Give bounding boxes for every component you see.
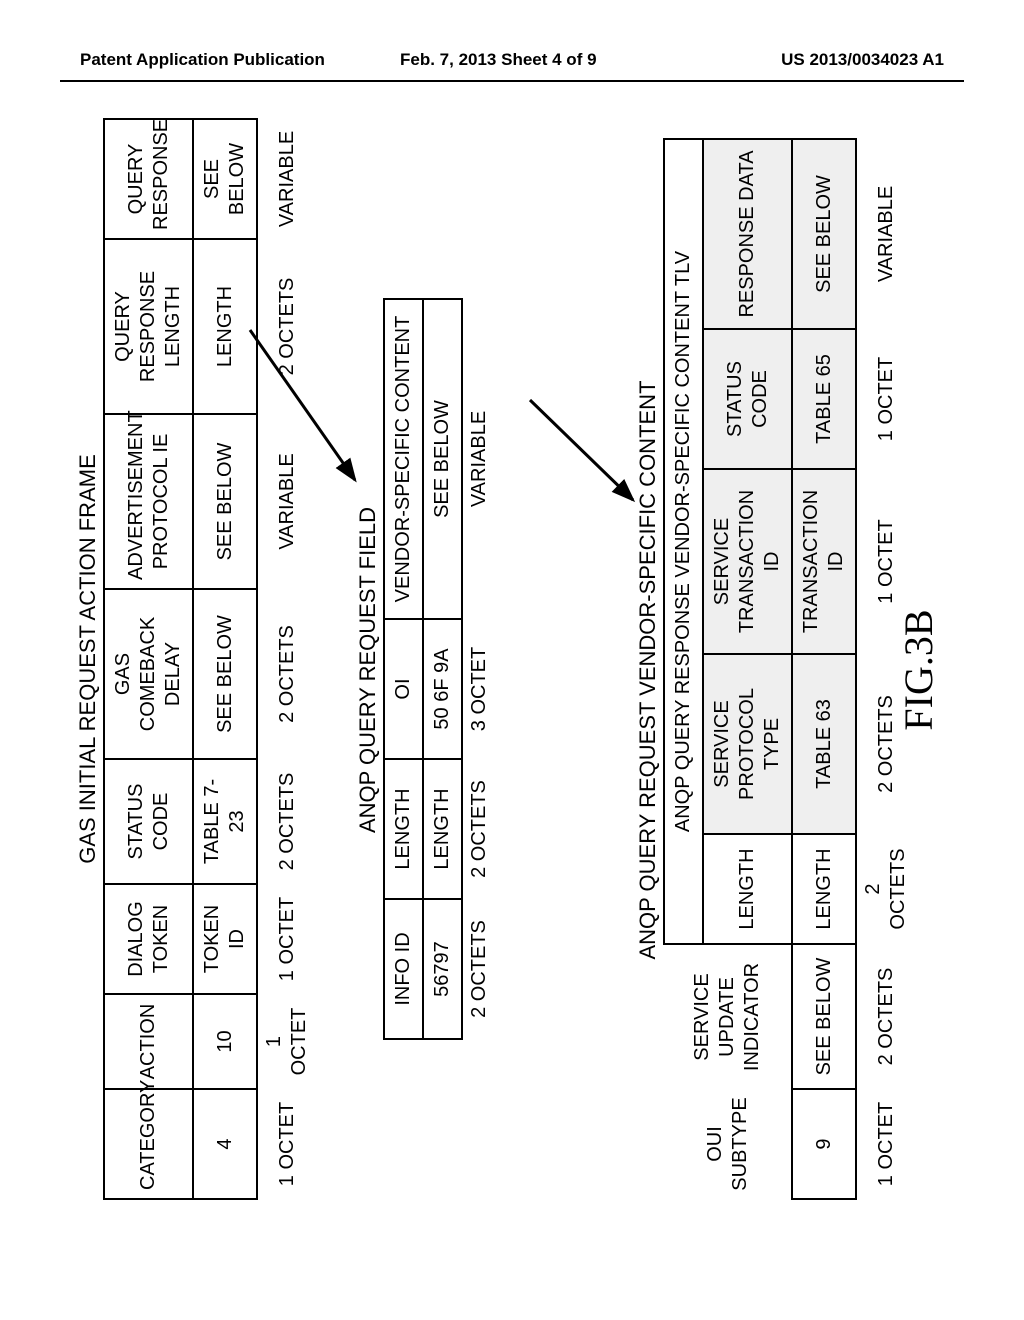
header-rule bbox=[60, 80, 964, 82]
page-header-center: Feb. 7, 2013 Sheet 4 of 9 bbox=[400, 50, 597, 70]
page-header-left: Patent Application Publication bbox=[80, 50, 325, 70]
figure-label: FIG.3B bbox=[895, 140, 942, 1200]
rotated-figure-container: GAS INITIAL REQUEST ACTION FRAME CATEGOR… bbox=[75, 140, 949, 1200]
page-header-right: US 2013/0034023 A1 bbox=[781, 50, 944, 70]
arrow-1-icon bbox=[75, 140, 949, 1200]
